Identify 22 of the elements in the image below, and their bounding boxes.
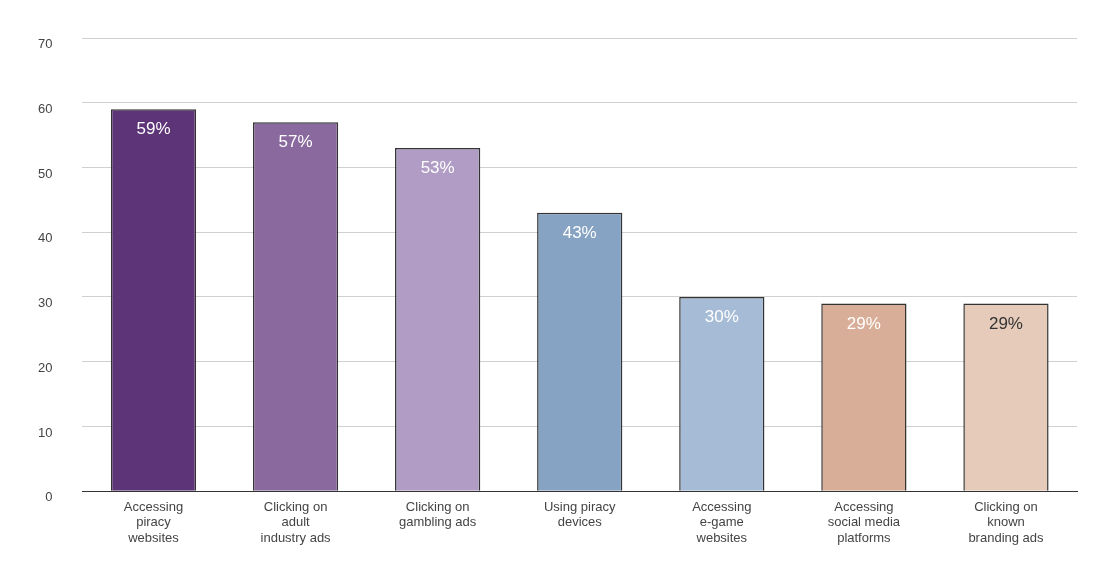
data-label: 29% bbox=[846, 313, 881, 333]
x-tick-label: Clicking on gambling ads bbox=[398, 498, 477, 530]
y-tick-label: 30 bbox=[37, 295, 53, 311]
data-label: 59% bbox=[136, 119, 171, 139]
x-tick-label: Using piracy devices bbox=[543, 498, 616, 530]
data-label: 53% bbox=[420, 158, 455, 178]
x-tick-label: Accessing piracy websites bbox=[123, 498, 184, 545]
y-tick-label: 20 bbox=[37, 359, 53, 375]
data-label: 57% bbox=[278, 132, 313, 152]
x-tick-label: Accessing e-game websites bbox=[692, 498, 752, 545]
y-tick-label: 0 bbox=[45, 489, 53, 505]
x-tick-label: Clicking on known branding ads bbox=[968, 498, 1045, 545]
data-label: 29% bbox=[988, 313, 1023, 333]
x-tick-label: Accessing social media platforms bbox=[827, 498, 901, 545]
data-label: 43% bbox=[562, 222, 597, 242]
x-tick-label: Clicking on adult industry ads bbox=[260, 498, 332, 545]
y-tick-label: 70 bbox=[37, 36, 53, 52]
data-label: 30% bbox=[704, 307, 739, 327]
y-tick-label: 50 bbox=[37, 165, 53, 181]
y-tick-label: 40 bbox=[37, 230, 53, 246]
y-tick-label: 60 bbox=[37, 100, 53, 116]
y-tick-label: 10 bbox=[37, 424, 53, 440]
